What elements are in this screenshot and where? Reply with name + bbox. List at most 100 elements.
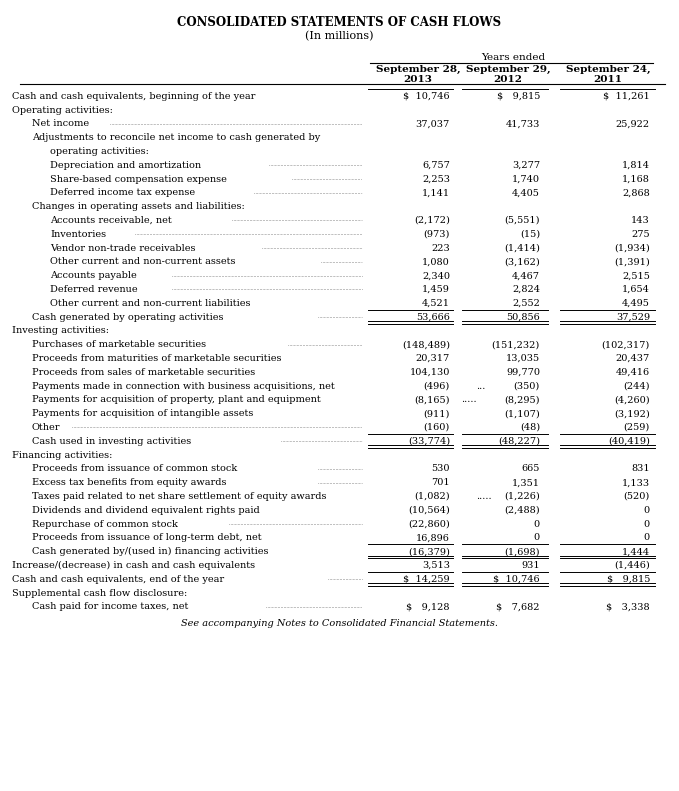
Text: (3,192): (3,192) [614, 409, 650, 418]
Text: Cash generated by operating activities: Cash generated by operating activities [32, 312, 223, 322]
Text: 665: 665 [521, 464, 540, 473]
Text: $  11,261: $ 11,261 [603, 92, 650, 100]
Text: 104,130: 104,130 [409, 368, 450, 377]
Text: (3,162): (3,162) [504, 257, 540, 267]
Text: Proceeds from issuance of common stock: Proceeds from issuance of common stock [32, 464, 237, 473]
Text: Repurchase of common stock: Repurchase of common stock [32, 520, 178, 528]
Text: 2,253: 2,253 [422, 175, 450, 184]
Text: Proceeds from issuance of long-term debt, net: Proceeds from issuance of long-term debt… [32, 533, 261, 543]
Text: 0: 0 [644, 533, 650, 543]
Text: (33,774): (33,774) [408, 437, 450, 446]
Text: Proceeds from maturities of marketable securities: Proceeds from maturities of marketable s… [32, 354, 282, 363]
Text: Taxes paid related to net share settlement of equity awards: Taxes paid related to net share settleme… [32, 492, 327, 501]
Text: CONSOLIDATED STATEMENTS OF CASH FLOWS: CONSOLIDATED STATEMENTS OF CASH FLOWS [177, 16, 502, 29]
Text: $  10,746: $ 10,746 [403, 92, 450, 100]
Text: 223: 223 [431, 244, 450, 252]
Text: 13,035: 13,035 [506, 354, 540, 363]
Text: (40,419): (40,419) [608, 437, 650, 446]
Text: Cash paid for income taxes, net: Cash paid for income taxes, net [32, 603, 188, 611]
Text: (2,488): (2,488) [504, 505, 540, 515]
Text: Inventories: Inventories [50, 229, 106, 239]
Text: 53,666: 53,666 [416, 312, 450, 322]
Text: Payments for acquisition of property, plant and equipment: Payments for acquisition of property, pl… [32, 396, 320, 404]
Text: 20,317: 20,317 [416, 354, 450, 363]
Text: (8,165): (8,165) [414, 396, 450, 404]
Text: Proceeds from sales of marketable securities: Proceeds from sales of marketable securi… [32, 368, 255, 377]
Text: 20,437: 20,437 [616, 354, 650, 363]
Text: 0: 0 [644, 505, 650, 515]
Text: Dividends and dividend equivalent rights paid: Dividends and dividend equivalent rights… [32, 505, 260, 515]
Text: 701: 701 [431, 479, 450, 487]
Text: $   7,682: $ 7,682 [496, 603, 540, 611]
Text: 4,521: 4,521 [422, 299, 450, 308]
Text: 4,495: 4,495 [622, 299, 650, 308]
Text: Supplemental cash flow disclosure:: Supplemental cash flow disclosure: [12, 589, 187, 597]
Text: 1,168: 1,168 [622, 175, 650, 184]
Text: Purchases of marketable securities: Purchases of marketable securities [32, 340, 206, 349]
Text: (1,446): (1,446) [614, 561, 650, 570]
Text: 1,459: 1,459 [422, 285, 450, 294]
Text: (22,860): (22,860) [408, 520, 450, 528]
Text: Cash generated by/(used in) financing activities: Cash generated by/(used in) financing ac… [32, 547, 268, 556]
Text: 530: 530 [431, 464, 450, 473]
Text: $   9,815: $ 9,815 [606, 575, 650, 584]
Text: (10,564): (10,564) [408, 505, 450, 515]
Text: (1,082): (1,082) [414, 492, 450, 501]
Text: (259): (259) [624, 423, 650, 432]
Text: September 24,
2011: September 24, 2011 [566, 65, 650, 85]
Text: 2,515: 2,515 [622, 271, 650, 280]
Text: 16,896: 16,896 [416, 533, 450, 543]
Text: (5,551): (5,551) [504, 216, 540, 225]
Text: ...: ... [476, 381, 485, 391]
Text: 3,277: 3,277 [512, 161, 540, 170]
Text: (2,172): (2,172) [414, 216, 450, 225]
Text: Investing activities:: Investing activities: [12, 327, 109, 335]
Text: Payments made in connection with business acquisitions, net: Payments made in connection with busines… [32, 381, 335, 391]
Text: (48): (48) [520, 423, 540, 432]
Text: 1,351: 1,351 [512, 479, 540, 487]
Text: (244): (244) [623, 381, 650, 391]
Text: $   9,128: $ 9,128 [407, 603, 450, 611]
Text: 1,080: 1,080 [422, 257, 450, 267]
Text: 3,513: 3,513 [422, 561, 450, 570]
Text: (8,295): (8,295) [504, 396, 540, 404]
Text: (520): (520) [624, 492, 650, 501]
Text: (1,414): (1,414) [504, 244, 540, 252]
Text: 275: 275 [631, 229, 650, 239]
Text: Deferred revenue: Deferred revenue [50, 285, 138, 294]
Text: Other: Other [32, 423, 60, 432]
Text: 37,037: 37,037 [416, 119, 450, 128]
Text: (973): (973) [424, 229, 450, 239]
Text: 1,141: 1,141 [422, 188, 450, 198]
Text: 1,133: 1,133 [622, 479, 650, 487]
Text: Other current and non-current assets: Other current and non-current assets [50, 257, 236, 267]
Text: September 28,
2013: September 28, 2013 [375, 65, 460, 85]
Text: 0: 0 [534, 533, 540, 543]
Text: $  10,746: $ 10,746 [494, 575, 540, 584]
Text: (1,698): (1,698) [504, 547, 540, 556]
Text: 99,770: 99,770 [506, 368, 540, 377]
Text: Vendor non-trade receivables: Vendor non-trade receivables [50, 244, 196, 252]
Text: Cash and cash equivalents, end of the year: Cash and cash equivalents, end of the ye… [12, 575, 224, 584]
Text: 6,757: 6,757 [422, 161, 450, 170]
Text: Operating activities:: Operating activities: [12, 105, 113, 115]
Text: (160): (160) [424, 423, 450, 432]
Text: 2,824: 2,824 [512, 285, 540, 294]
Text: Cash and cash equivalents, beginning of the year: Cash and cash equivalents, beginning of … [12, 92, 255, 100]
Text: Payments for acquisition of intangible assets: Payments for acquisition of intangible a… [32, 409, 253, 418]
Text: Increase/(decrease) in cash and cash equivalents: Increase/(decrease) in cash and cash equ… [12, 561, 255, 570]
Text: Adjustments to reconcile net income to cash generated by: Adjustments to reconcile net income to c… [32, 133, 320, 142]
Text: (4,260): (4,260) [614, 396, 650, 404]
Text: .....: ..... [461, 396, 477, 404]
Text: 2,552: 2,552 [512, 299, 540, 308]
Text: $  14,259: $ 14,259 [403, 575, 450, 584]
Text: (15): (15) [520, 229, 540, 239]
Text: (911): (911) [424, 409, 450, 418]
Text: (1,391): (1,391) [614, 257, 650, 267]
Text: (16,379): (16,379) [408, 547, 450, 556]
Text: (102,317): (102,317) [602, 340, 650, 349]
Text: 0: 0 [534, 520, 540, 528]
Text: Cash used in investing activities: Cash used in investing activities [32, 437, 191, 446]
Text: 37,529: 37,529 [616, 312, 650, 322]
Text: Deferred income tax expense: Deferred income tax expense [50, 188, 195, 198]
